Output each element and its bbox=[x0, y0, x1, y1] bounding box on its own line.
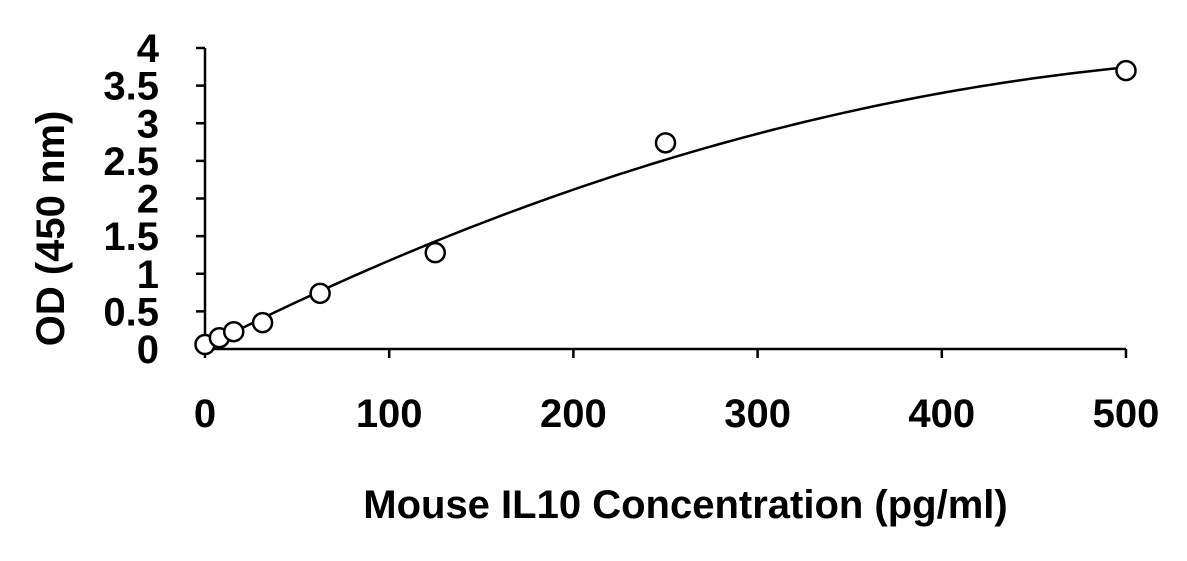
y-tick-label: 3 bbox=[137, 102, 159, 146]
x-tick-label: 300 bbox=[724, 392, 791, 436]
y-tick-label: 1 bbox=[137, 253, 159, 297]
x-axis-title: Mouse IL10 Concentration (pg/ml) bbox=[363, 483, 1007, 527]
data-point bbox=[654, 132, 677, 154]
data-point bbox=[251, 311, 274, 334]
data-point bbox=[1115, 59, 1137, 82]
fit-curve-layer bbox=[204, 66, 1127, 348]
y-tick-label: 3.5 bbox=[103, 65, 159, 109]
data-points-layer bbox=[194, 59, 1137, 356]
y-tick-label: 0 bbox=[137, 328, 159, 372]
x-tick-label: 100 bbox=[356, 392, 423, 436]
data-point bbox=[424, 241, 446, 264]
data-point bbox=[309, 282, 331, 305]
x-tick-label: 400 bbox=[908, 392, 975, 436]
x-tick-label: 0 bbox=[194, 392, 216, 436]
x-tick-label: 200 bbox=[540, 392, 607, 436]
y-tick-label: 4 bbox=[137, 27, 160, 71]
x-tick-label: 500 bbox=[1093, 392, 1160, 436]
data-point bbox=[222, 320, 245, 343]
y-tick-label: 0.5 bbox=[103, 290, 159, 334]
y-axis-title: OD (450 nm) bbox=[29, 111, 73, 347]
x-axis-ticks: 0 100 200 300 400 500 bbox=[194, 349, 1160, 436]
y-tick-label: 1.5 bbox=[103, 215, 159, 259]
axes bbox=[203, 48, 1126, 351]
y-tick-label: 2.5 bbox=[103, 140, 159, 184]
y-axis-ticks: 00.511.522.533.54 bbox=[103, 27, 205, 372]
fit-curve bbox=[204, 66, 1127, 348]
y-tick-label: 2 bbox=[137, 178, 159, 222]
